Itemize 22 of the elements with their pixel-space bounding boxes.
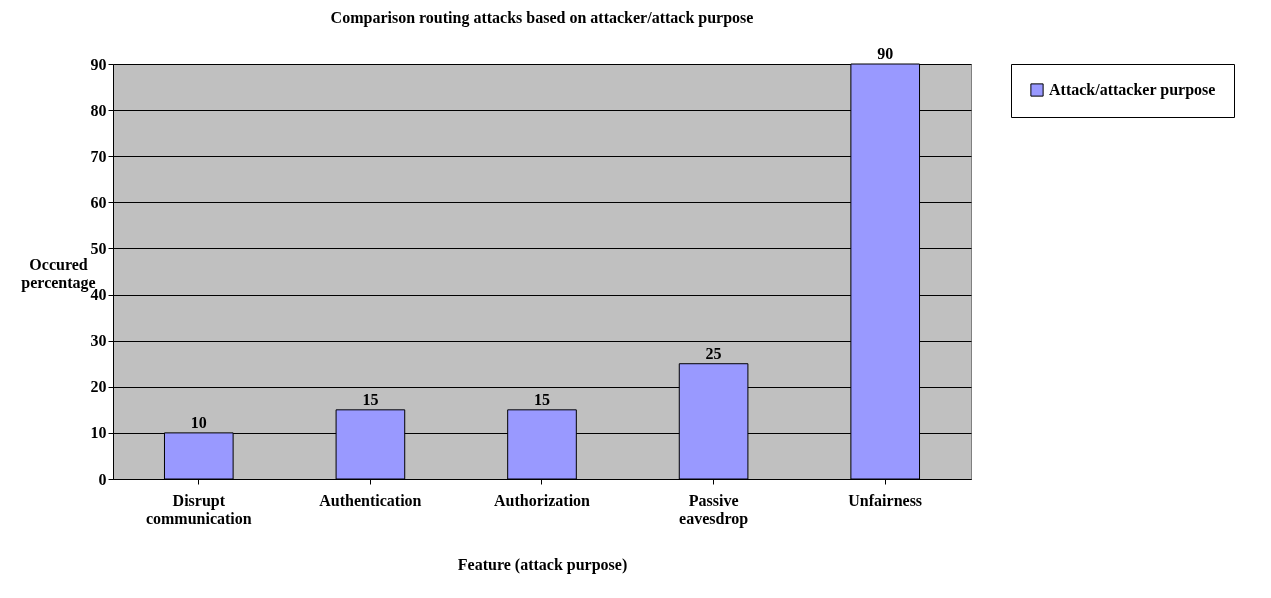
data-label: 15 [534,390,550,408]
y-tick-label: 20 [90,378,107,396]
x-tick-label: Disrupt communication [145,491,252,527]
data-label: 25 [705,344,722,362]
x-tick-label: Passive eavesdrop [679,491,749,528]
y-tick-label: 30 [90,332,107,350]
chart-title: Comparison routing attacks based on attacker/attack purpose [330,9,754,27]
x-axis-title: Feature (attack purpose) [457,555,628,574]
y-tick-label: 80 [90,101,107,119]
data-label: 15 [362,390,379,408]
legend-label: Attack/attacker purpose [1049,81,1216,99]
y-tick-label: 10 [90,424,107,442]
y-tick-label: 70 [90,147,107,165]
y-tick-label: 60 [90,193,107,211]
data-label: 90 [877,45,894,62]
y-tick-label: 0 [98,470,107,488]
y-tick-label: 90 [90,55,107,73]
x-tick-label: Unfairness [848,491,923,509]
x-tick-label: Authorization [494,491,591,509]
data-label: 10 [190,413,207,431]
y-tick-label: 50 [90,239,107,257]
x-tick-label: Authentication [319,491,422,509]
